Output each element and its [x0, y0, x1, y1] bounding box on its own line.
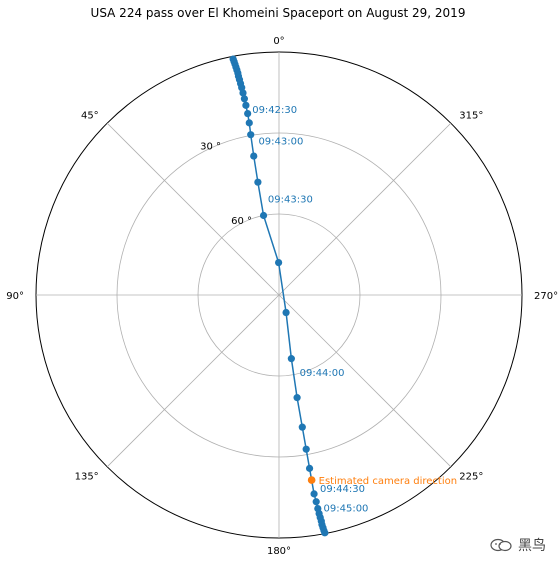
track-point-36: [321, 529, 329, 537]
track-point-11: [240, 95, 248, 103]
track-point-25: [305, 464, 314, 472]
angular-tick-315: 315°: [459, 111, 483, 122]
watermark: 黑鸟: [490, 535, 546, 555]
track-point-22: [293, 394, 301, 402]
annotation-6: Estimated camera direction: [319, 476, 457, 487]
track-point-16: [250, 152, 258, 160]
grid-spoke-315: [278, 122, 452, 296]
chart-title: USA 224 pass over El Khomeini Spaceport …: [91, 6, 466, 20]
track-point-20: [282, 308, 290, 317]
series-layer: [229, 55, 329, 537]
track-point-21: [287, 355, 295, 363]
grid-spoke-225: [278, 294, 452, 468]
angular-tick-225: 225°: [459, 471, 483, 482]
grid-spoke-45: [106, 122, 280, 296]
angular-tick-180: 180°: [267, 546, 291, 557]
angular-tick-90: 90°: [6, 291, 24, 302]
track-point-10: [239, 89, 247, 97]
angular-tick-labels: 0° 45° 90° 135° 180° 225° 270° 315°: [6, 36, 558, 557]
radial-tick-30: 30 °: [200, 141, 221, 152]
angular-tick-135: 135°: [75, 471, 99, 482]
annotation-0: 09:42:30: [252, 105, 297, 116]
annotation-5: 09:45:00: [324, 504, 369, 515]
track-point-27: [310, 490, 318, 498]
track-point-14: [245, 119, 253, 127]
watermark-text: 黑鸟: [518, 538, 546, 554]
grid-spoke-135: [106, 294, 280, 468]
track-point-28: [312, 498, 320, 506]
annotation-4: 09:44:30: [320, 484, 365, 495]
polar-grid: [35, 51, 523, 539]
annotation-2: 09:43:30: [268, 194, 313, 205]
track-point-17: [254, 178, 262, 186]
angular-tick-270: 270°: [534, 291, 558, 302]
radial-tick-60: 60 °: [231, 216, 252, 227]
angular-tick-45: 45°: [81, 111, 99, 122]
camera-point-0: [307, 476, 316, 484]
annotation-3: 09:44:00: [300, 368, 345, 379]
track-point-24: [302, 445, 310, 453]
track-point-13: [244, 109, 252, 118]
track-point-19: [275, 259, 283, 267]
annotation-1: 09:43:00: [258, 136, 303, 147]
radial-tick-labels: 30 ° 60 °: [200, 141, 252, 227]
annotation-layer: 09:42:30 09:43:00 09:43:30 09:44:00 09:44:30…: [252, 105, 457, 515]
track-point-18: [259, 211, 268, 220]
track-point-12: [242, 101, 250, 109]
track-point-23: [298, 423, 306, 431]
angular-tick-0: 0°: [273, 36, 284, 47]
track-point-15: [247, 131, 255, 139]
wechat-icon: [490, 538, 512, 552]
